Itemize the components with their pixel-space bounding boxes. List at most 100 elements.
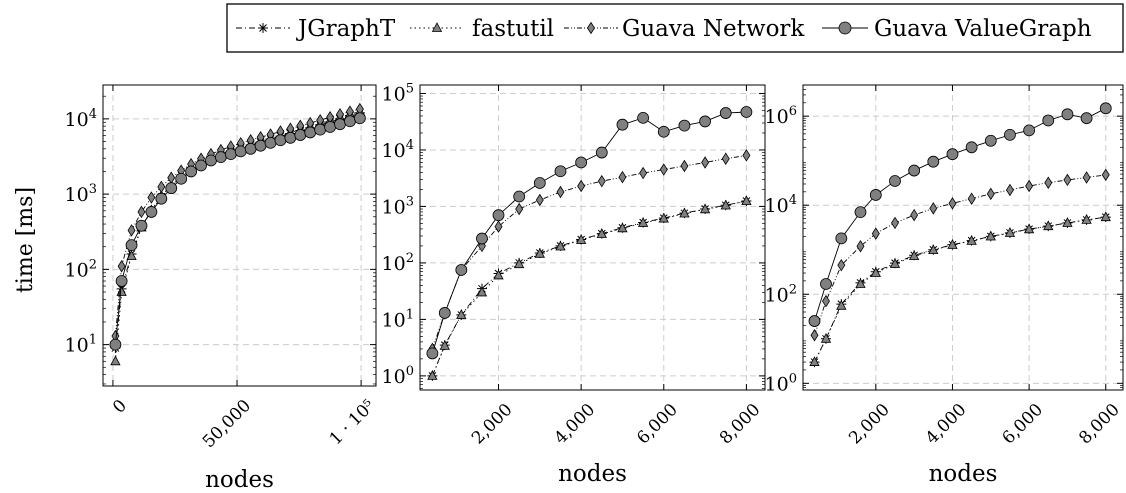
data-point-guava-valuegraph xyxy=(195,159,207,172)
data-point-guava-network xyxy=(515,202,524,216)
data-point-guava-network xyxy=(157,180,166,194)
data-point-guava-valuegraph xyxy=(214,151,227,164)
data-point-fastutil xyxy=(637,217,649,227)
data-point-guava-valuegraph xyxy=(476,232,488,245)
data-point-fastutil xyxy=(596,228,607,238)
data-point-guava-valuegraph xyxy=(455,264,468,276)
y-tick-label-1: 102 xyxy=(65,257,97,281)
x-tick-label-0: 2,000 xyxy=(468,400,517,449)
data-point-fastutil xyxy=(870,267,881,277)
x-tick-label-2: 6,000 xyxy=(999,400,1048,449)
y-tick-label-0: 100 xyxy=(382,364,414,388)
data-point-guava-valuegraph xyxy=(438,307,451,319)
data-point-guava-network xyxy=(597,174,606,188)
data-point-guava-valuegraph xyxy=(869,189,882,201)
data-point-guava-valuegraph xyxy=(513,190,526,203)
legend-box xyxy=(226,3,1124,53)
data-point-fastutil xyxy=(820,332,832,343)
data-point-guava-network xyxy=(147,191,156,204)
data-point-guava-valuegraph xyxy=(224,148,237,161)
legend-marker-guava-valuegraph xyxy=(838,21,852,35)
y-tick-label-2: 102 xyxy=(382,251,414,275)
legend-label-jgrapht: JGraphT xyxy=(296,16,396,42)
data-point-guava-network xyxy=(891,216,899,230)
minor-ticks xyxy=(803,84,1123,388)
data-point-guava-network xyxy=(948,197,957,210)
data-point-guava-valuegraph xyxy=(284,131,297,144)
data-point-guava-network xyxy=(127,224,136,237)
data-point-fastutil xyxy=(947,239,958,249)
data-point-guava-valuegraph xyxy=(637,111,650,124)
series-line-fastutil xyxy=(814,216,1106,363)
y-tick-label-1: 102 xyxy=(765,282,797,306)
data-point-guava-network xyxy=(618,170,627,184)
data-point-guava-valuegraph xyxy=(554,165,567,178)
series-guava-network xyxy=(428,149,751,356)
y-tick-label-3: 103 xyxy=(382,194,414,218)
legend-label-guava-valuegraph: Guava ValueGraph xyxy=(874,16,1092,42)
legend-label-guava-network: Guava Network xyxy=(622,16,805,42)
legend-entry-guava-valuegraph: Guava ValueGraph xyxy=(822,16,1092,42)
data-point-guava-valuegraph xyxy=(820,278,832,290)
data-point-fastutil xyxy=(855,278,866,288)
data-point-guava-valuegraph xyxy=(927,155,940,168)
data-point-fastutil xyxy=(575,234,587,244)
data-point-guava-valuegraph xyxy=(294,129,307,141)
data-point-fastutil xyxy=(658,212,669,223)
data-point-guava-valuegraph xyxy=(616,118,629,131)
data-point-guava-valuegraph xyxy=(1080,112,1093,125)
data-point-guava-network xyxy=(929,202,938,215)
data-point-fastutil xyxy=(741,195,752,206)
series-jgrapht xyxy=(809,212,1111,368)
x-axis-label: nodes xyxy=(929,461,998,487)
data-point-guava-network xyxy=(556,185,565,199)
data-point-guava-network xyxy=(1005,183,1014,197)
panel-1: 101 102 103 104 0 50,000 1 · 10⁵ nodes xyxy=(65,84,379,493)
data-point-guava-valuegraph xyxy=(1061,108,1074,121)
legend: JGraphT fastutil Guava Network Guava Val… xyxy=(226,3,1124,53)
series-guava-valuegraph xyxy=(808,102,1112,327)
data-point-guava-network xyxy=(167,171,176,184)
data-point-guava-valuegraph xyxy=(1004,128,1016,141)
data-point-guava-valuegraph xyxy=(353,112,366,125)
data-point-guava-network xyxy=(742,149,751,162)
data-point-guava-network xyxy=(701,156,710,169)
data-point-guava-network xyxy=(967,192,976,205)
data-point-guava-network xyxy=(822,294,830,308)
data-point-guava-network xyxy=(871,227,880,240)
data-point-guava-network xyxy=(910,208,919,222)
x-tick-label-0: 0 xyxy=(109,396,131,418)
data-point-guava-valuegraph xyxy=(324,121,336,133)
data-point-guava-valuegraph xyxy=(1042,114,1055,127)
data-point-fastutil xyxy=(1062,217,1073,227)
series-line-guava-network xyxy=(814,174,1106,336)
data-point-guava-network xyxy=(1044,176,1053,189)
data-point-guava-valuegraph xyxy=(492,209,505,222)
data-point-guava-network xyxy=(1101,168,1110,182)
data-point-fastutil xyxy=(126,250,137,261)
y-tick-label-2: 103 xyxy=(65,182,97,206)
plot-frame xyxy=(102,84,377,387)
data-point-guava-valuegraph xyxy=(185,165,198,178)
data-point-guava-valuegraph xyxy=(678,119,691,132)
data-point-guava-network xyxy=(680,159,689,173)
data-point-fastutil xyxy=(679,207,690,218)
data-point-guava-network xyxy=(1025,179,1034,193)
y-tick-label-3: 104 xyxy=(65,107,97,131)
data-point-guava-valuegraph xyxy=(533,177,546,189)
y-axis-label: time [ms] xyxy=(13,187,38,293)
x-tick-label-3: 8,000 xyxy=(1075,400,1124,449)
panels: 101 102 103 104 0 50,000 1 · 10⁵ nodes 100 101 102… xyxy=(65,81,1124,493)
series-guava-valuegraph xyxy=(426,106,753,360)
data-point-guava-valuegraph xyxy=(135,219,148,232)
series-line-guava-network xyxy=(431,154,747,350)
data-point-fastutil xyxy=(427,370,438,380)
legend-entry-jgrapht: JGraphT xyxy=(236,16,396,42)
data-point-guava-valuegraph xyxy=(835,232,848,245)
series-guava-network xyxy=(810,168,1110,342)
legend-marker-fastutil xyxy=(431,22,443,32)
data-point-fastutil xyxy=(476,286,488,297)
data-point-guava-valuegraph xyxy=(719,107,732,119)
data-point-guava-valuegraph xyxy=(155,192,168,205)
data-point-guava-valuegraph xyxy=(946,148,959,161)
